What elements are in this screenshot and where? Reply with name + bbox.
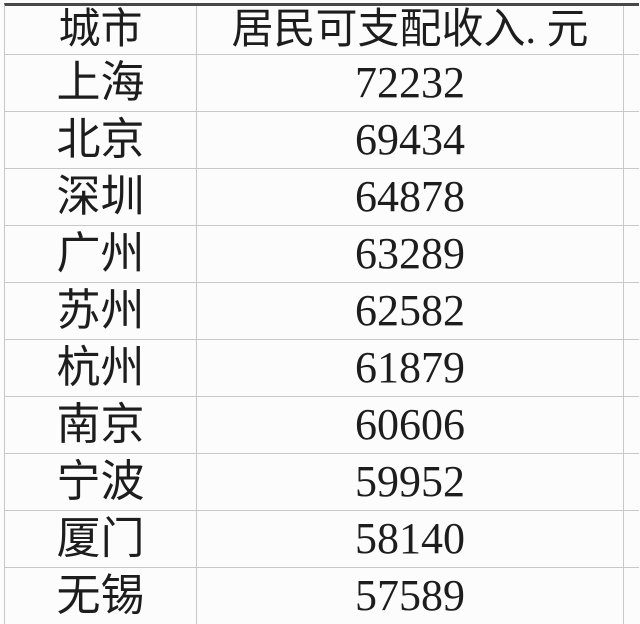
city-cell: 上海 [5,55,197,111]
income-cell: 63289 [197,226,624,282]
edge-sliver [624,511,639,567]
income-cell: 58140 [197,511,624,567]
city-cell: 无锡 [5,568,197,624]
income-cell: 62582 [197,283,624,339]
edge-sliver [624,6,639,54]
income-cell: 72232 [197,55,624,111]
edge-sliver [624,454,639,510]
edge-sliver [624,169,639,225]
edge-sliver [624,226,639,282]
city-cell: 苏州 [5,283,197,339]
income-table: 城市 居民可支配收入. 元 上海 72232 北京 69434 深圳 64878… [4,3,639,624]
header-income: 居民可支配收入. 元 [197,6,624,54]
city-cell: 北京 [5,112,197,168]
table-row: 苏州 62582 [5,283,639,340]
income-cell: 60606 [197,397,624,453]
table-row: 宁波 59952 [5,454,639,511]
city-cell: 宁波 [5,454,197,510]
table-header-row: 城市 居民可支配收入. 元 [5,6,639,55]
income-cell: 57589 [197,568,624,624]
table-row: 北京 69434 [5,112,639,169]
edge-sliver [624,283,639,339]
edge-sliver [624,397,639,453]
city-cell: 深圳 [5,169,197,225]
table-row: 深圳 64878 [5,169,639,226]
table-row: 上海 72232 [5,55,639,112]
edge-sliver [624,340,639,396]
city-cell: 厦门 [5,511,197,567]
income-cell: 64878 [197,169,624,225]
table-row: 广州 63289 [5,226,639,283]
income-cell: 69434 [197,112,624,168]
city-cell: 广州 [5,226,197,282]
income-cell: 59952 [197,454,624,510]
edge-sliver [624,112,639,168]
table-row: 厦门 58140 [5,511,639,568]
income-cell: 61879 [197,340,624,396]
edge-sliver [624,568,639,624]
table-row: 杭州 61879 [5,340,639,397]
table-row: 无锡 57589 [5,568,639,624]
header-city: 城市 [5,6,197,54]
city-cell: 南京 [5,397,197,453]
table-row: 南京 60606 [5,397,639,454]
city-cell: 杭州 [5,340,197,396]
edge-sliver [624,55,639,111]
